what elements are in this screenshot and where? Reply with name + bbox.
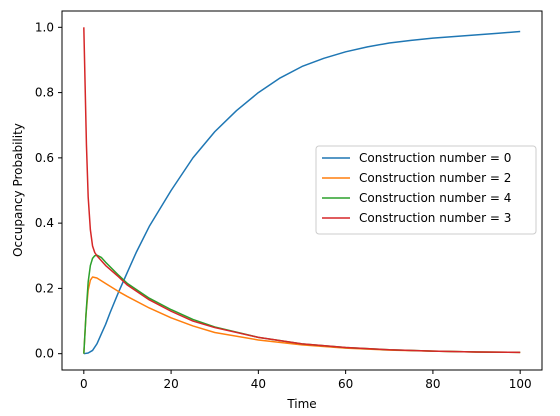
series-line-0 bbox=[83, 30, 521, 355]
series-line-3 bbox=[83, 27, 521, 354]
legend-label-1: Construction number = 2 bbox=[359, 171, 511, 185]
series-layer bbox=[83, 27, 521, 355]
y-tick-label: 0.8 bbox=[35, 86, 54, 100]
y-tick-label: 0.2 bbox=[35, 281, 54, 295]
legend: Construction number = 0 Construction numb… bbox=[315, 145, 537, 235]
y-tick-label: 1.0 bbox=[35, 20, 54, 34]
x-axis-label: Time bbox=[286, 397, 316, 411]
x-tick-label: 100 bbox=[509, 377, 532, 391]
x-tick-label: 0 bbox=[80, 377, 88, 391]
y-axis: 0.0 0.2 0.4 0.6 0.8 1.0 bbox=[35, 20, 62, 361]
y-tick-label: 0.4 bbox=[35, 216, 54, 230]
x-tick-label: 20 bbox=[163, 377, 178, 391]
legend-frame bbox=[315, 145, 537, 235]
legend-label-2: Construction number = 4 bbox=[359, 191, 511, 205]
x-tick-label: 40 bbox=[251, 377, 266, 391]
legend-label-3: Construction number = 3 bbox=[359, 211, 511, 225]
y-tick-label: 0.0 bbox=[35, 347, 54, 361]
x-tick-label: 60 bbox=[338, 377, 353, 391]
y-tick-label: 0.6 bbox=[35, 151, 54, 165]
x-tick-label: 80 bbox=[425, 377, 440, 391]
legend-label-0: Construction number = 0 bbox=[359, 151, 511, 165]
plot-frame bbox=[61, 10, 543, 371]
x-axis: 0 20 40 60 80 100 bbox=[80, 370, 532, 391]
y-axis-label: Occupancy Probability bbox=[11, 123, 25, 257]
